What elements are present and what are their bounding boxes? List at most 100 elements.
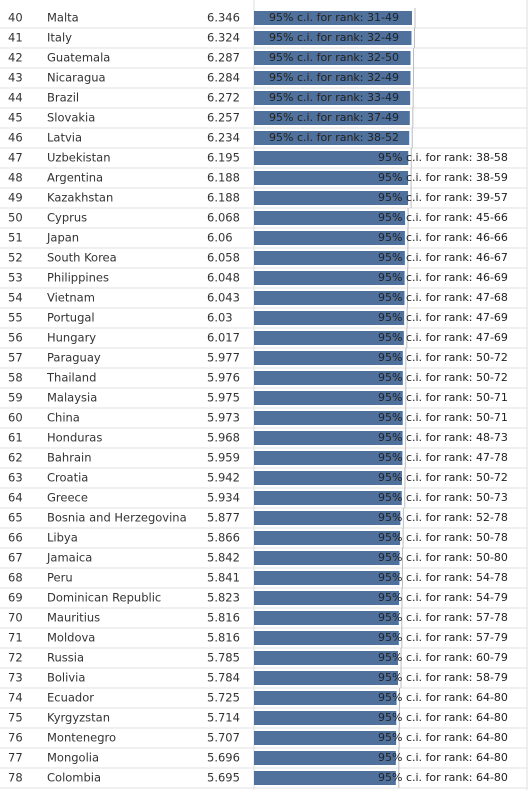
country: Thailand (46, 371, 96, 385)
rank: 59 (8, 391, 23, 405)
ci-label: 95% c.i. for rank: 54-78 (378, 571, 508, 584)
rank: 72 (8, 651, 23, 665)
bar (254, 291, 405, 305)
rank: 78 (8, 771, 23, 785)
score: 5.695 (207, 771, 240, 785)
score: 6.058 (207, 251, 240, 265)
score: 6.06 (207, 231, 233, 245)
bar (254, 11, 413, 25)
score: 5.942 (207, 471, 240, 485)
bar (254, 771, 396, 785)
bar (254, 171, 409, 185)
rank: 64 (8, 491, 23, 505)
ci-label: 95% c.i. for rank: 50-71 (378, 411, 508, 424)
country: Peru (47, 571, 73, 585)
country: Italy (47, 31, 72, 45)
country: Nicaragua (47, 71, 106, 85)
rank: 65 (8, 511, 23, 525)
score: 6.03 (207, 311, 233, 325)
score: 6.272 (207, 91, 240, 105)
ci-label: 95% c.i. for rank: 64-80 (378, 771, 508, 784)
rank: 73 (8, 671, 23, 685)
rank: 40 (8, 11, 23, 25)
ci-label: 95% c.i. for rank: 60-79 (378, 651, 508, 664)
country: Portugal (47, 311, 95, 325)
rank: 62 (8, 451, 23, 465)
score: 6.017 (207, 331, 240, 345)
score: 5.816 (207, 611, 240, 625)
ci-label: 95% c.i. for rank: 52-78 (378, 511, 508, 524)
rank: 66 (8, 531, 23, 545)
ci-label: 95% c.i. for rank: 58-79 (378, 671, 508, 684)
score: 5.934 (207, 491, 240, 505)
country: Jamaica (46, 551, 92, 565)
score: 5.968 (207, 431, 240, 445)
country: Mauritius (47, 611, 100, 625)
ci-label: 95% c.i. for rank: 47-69 (378, 311, 508, 324)
rank: 44 (8, 91, 23, 105)
score: 6.284 (207, 71, 240, 85)
ci-label: 95% c.i. for rank: 33-49 (269, 91, 399, 104)
ci-label: 95% c.i. for rank: 50-72 (378, 351, 508, 364)
rank: 52 (8, 251, 23, 265)
bar (254, 471, 402, 485)
country: Hungary (47, 331, 96, 345)
score: 5.707 (207, 731, 240, 745)
score: 6.068 (207, 211, 240, 225)
ci-label: 95% c.i. for rank: 46-69 (378, 271, 508, 284)
score: 5.696 (207, 751, 240, 765)
bar (254, 211, 406, 225)
rank: 48 (8, 171, 23, 185)
ci-label: 95% c.i. for rank: 50-72 (378, 471, 508, 484)
ci-label: 95% c.i. for rank: 57-78 (378, 611, 508, 624)
score: 5.977 (207, 351, 240, 365)
bar (254, 271, 405, 285)
score: 5.973 (207, 411, 240, 425)
bar (254, 511, 401, 525)
ci-label: 95% c.i. for rank: 64-80 (378, 731, 508, 744)
score: 5.866 (207, 531, 240, 545)
bar (254, 711, 397, 725)
rank: 60 (8, 411, 23, 425)
score: 6.257 (207, 111, 240, 125)
country: Slovakia (47, 111, 95, 125)
rank: 50 (8, 211, 23, 225)
rank: 74 (8, 691, 23, 705)
score: 6.043 (207, 291, 240, 305)
bar (254, 131, 410, 145)
rank: 47 (8, 151, 23, 165)
rank: 61 (8, 431, 23, 445)
ci-label: 95% c.i. for rank: 32-49 (269, 31, 399, 44)
ci-label: 95% c.i. for rank: 31-49 (269, 11, 399, 24)
bar (254, 391, 403, 405)
ci-label: 95% c.i. for rank: 48-73 (378, 431, 508, 444)
bar (254, 551, 400, 565)
country: Latvia (47, 131, 82, 145)
bar (254, 111, 410, 125)
score: 5.725 (207, 691, 240, 705)
bar (254, 691, 397, 705)
score: 5.877 (207, 511, 240, 525)
ci-label: 95% c.i. for rank: 38-58 (378, 151, 508, 164)
ci-label: 95% c.i. for rank: 32-50 (269, 51, 399, 64)
country: Russia (47, 651, 84, 665)
rank: 45 (8, 111, 23, 125)
country: Montenegro (47, 731, 116, 745)
bar (254, 31, 412, 45)
rank: 41 (8, 31, 23, 45)
rank: 77 (8, 751, 23, 765)
country: Japan (46, 231, 79, 245)
country: Uzbekistan (47, 151, 111, 165)
rank: 58 (8, 371, 23, 385)
score: 5.784 (207, 671, 240, 685)
bar (254, 151, 409, 165)
bar (254, 371, 403, 385)
score: 5.841 (207, 571, 240, 585)
rank: 68 (8, 571, 23, 585)
country: Bosnia and Herzegovina (47, 511, 187, 525)
ci-label: 95% c.i. for rank: 47-78 (378, 451, 508, 464)
country: Colombia (47, 771, 101, 785)
country: Mongolia (47, 751, 99, 765)
bar (254, 91, 411, 105)
